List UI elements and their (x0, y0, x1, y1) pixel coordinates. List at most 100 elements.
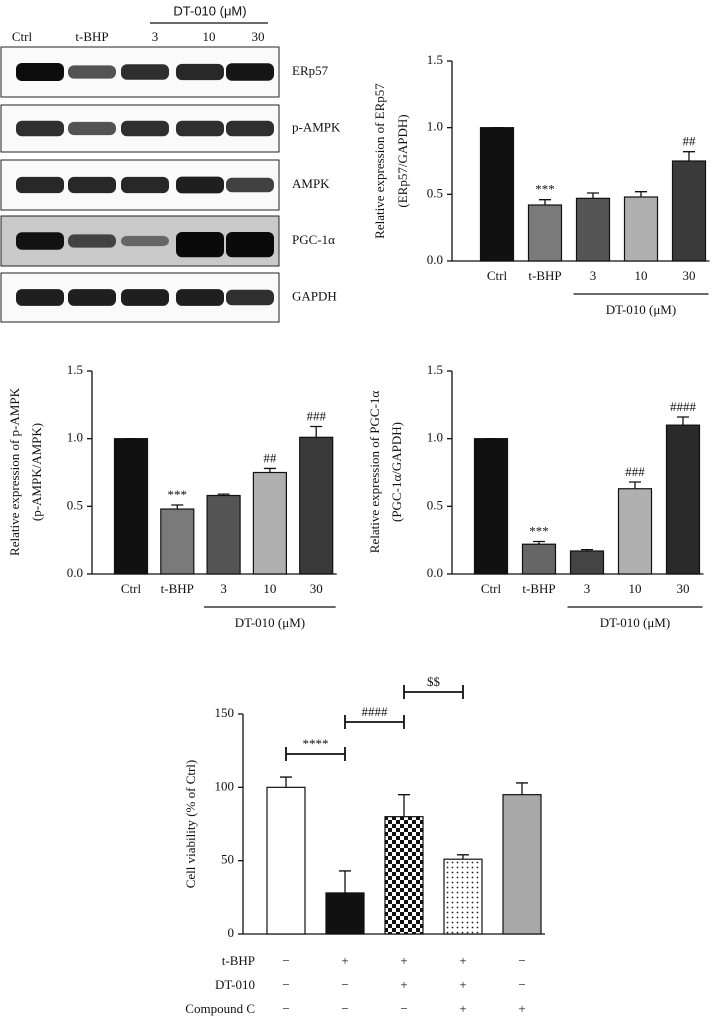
condition-value: + (459, 953, 466, 968)
condition-value: − (282, 1001, 289, 1016)
significance-label: #### (670, 399, 697, 414)
x-tick-label: Ctrl (121, 581, 142, 596)
x-tick-label: 10 (629, 581, 642, 596)
blot-band (16, 120, 64, 137)
blot-band (176, 176, 224, 194)
error-bar (398, 794, 410, 817)
blot-band (176, 63, 224, 81)
y-tick-label: 0.5 (427, 185, 443, 200)
condition-value: + (400, 977, 407, 992)
bar (325, 892, 365, 935)
condition-value: + (459, 977, 466, 992)
condition-value: + (341, 953, 348, 968)
bar (521, 543, 557, 575)
y-axis-label: Cell viability (% of Ctrl) (183, 760, 198, 889)
bar (160, 508, 195, 575)
blot-band (226, 177, 274, 193)
lane-label: 3 (152, 29, 159, 44)
row-label: ERp57 (292, 63, 329, 78)
condition-value: − (341, 977, 348, 992)
blot-band (68, 234, 116, 248)
y-tick-label: 150 (215, 705, 235, 720)
bar (443, 858, 483, 935)
y-tick-label: 50 (221, 852, 234, 867)
condition-name: DT-010 (215, 977, 255, 992)
bar (479, 127, 515, 262)
x-tick-label: 3 (584, 581, 591, 596)
comparison-bracket (285, 747, 346, 761)
condition-value: − (400, 1001, 407, 1016)
significance-label: ## (683, 134, 697, 149)
blot-band (121, 64, 169, 80)
x-tick-label: 30 (683, 268, 696, 283)
significance-label: ### (625, 464, 645, 479)
y-tick-label: 1.5 (67, 362, 83, 377)
bar (527, 204, 563, 262)
bar (299, 436, 334, 575)
bar (252, 471, 287, 575)
comparison-label: #### (362, 704, 389, 719)
error-bar (581, 548, 593, 551)
condition-name: Compound C (185, 1001, 255, 1016)
bar (665, 424, 701, 575)
group-label: DT-010 (μM) (173, 3, 246, 18)
row-label: GAPDH (292, 288, 337, 303)
y-tick-label: 1.0 (427, 119, 443, 134)
y-tick-label: 0.0 (67, 565, 83, 580)
comparison-bracket (344, 715, 405, 729)
row-label: AMPK (292, 176, 330, 191)
error-bar (457, 854, 469, 860)
condition-value: − (282, 977, 289, 992)
blot-band (68, 176, 116, 194)
y-axis-label: Relative expression of ERp57 (372, 83, 387, 239)
blot-band (68, 121, 116, 136)
group-label: DT-010 (μM) (600, 615, 670, 630)
bar (569, 550, 605, 575)
lane-label: 10 (203, 29, 216, 44)
group-label: DT-010 (μM) (235, 615, 305, 630)
y-tick-label: 0 (228, 925, 235, 940)
x-tick-label: 10 (635, 268, 648, 283)
y-tick-label: 100 (215, 778, 235, 793)
bar (473, 438, 509, 575)
y-tick-label: 0.0 (427, 565, 443, 580)
blot-band (226, 232, 274, 258)
blot-band (121, 176, 169, 194)
error-bar (310, 425, 323, 438)
bar (617, 488, 653, 575)
blot-band (226, 289, 274, 306)
x-tick-label: t-BHP (528, 268, 561, 283)
x-tick-label: 3 (590, 268, 597, 283)
error-bar (539, 199, 551, 205)
bar (384, 816, 424, 935)
y-tick-label: 1.0 (427, 430, 443, 445)
blot-band (16, 289, 64, 306)
significance-label: ## (263, 450, 277, 465)
significance-label: *** (529, 524, 549, 539)
error-bar (635, 191, 647, 197)
blot-band (68, 289, 116, 306)
blot-band (16, 176, 64, 194)
condition-value: + (518, 1001, 525, 1016)
error-bar (683, 151, 695, 161)
y-axis-label: (PGC-1α/GAPDH) (389, 422, 404, 522)
blot-band (226, 120, 274, 137)
condition-value: + (459, 1001, 466, 1016)
bar (502, 794, 542, 935)
blot-band (16, 63, 64, 81)
western-blot: Ctrl t-BHP 3 10 30 DT-010 (μM) ERp57 p-AMPK AMPK… (0, 3, 341, 323)
blot-band (176, 289, 224, 306)
error-bar (587, 192, 599, 199)
row-label: PGC-1α (292, 232, 335, 247)
y-tick-label: 1.5 (427, 52, 443, 67)
lane-label: t-BHP (75, 29, 108, 44)
error-bar (217, 493, 230, 496)
y-tick-label: 0.0 (427, 252, 443, 267)
x-tick-label: Ctrl (481, 581, 502, 596)
blot-band (121, 235, 169, 247)
error-bar (533, 540, 545, 545)
condition-value: + (400, 953, 407, 968)
condition-value: − (518, 953, 525, 968)
y-tick-label: 1.0 (67, 430, 83, 445)
